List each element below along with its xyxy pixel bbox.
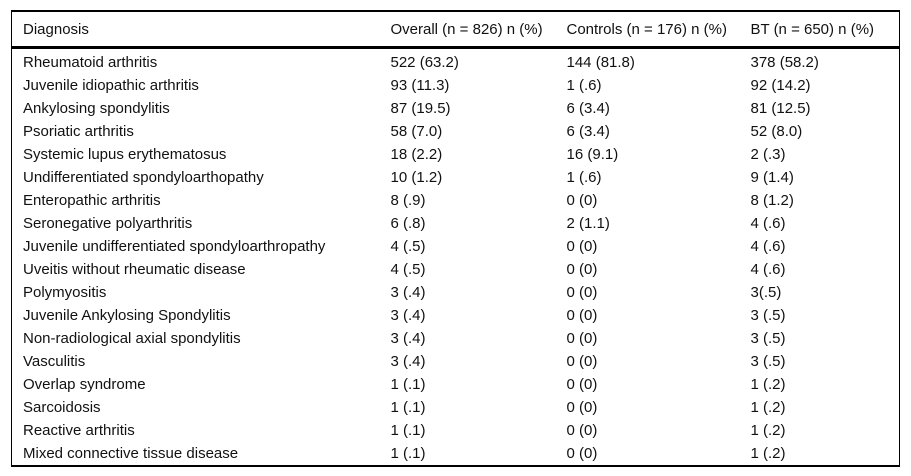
controls-value-cell: 0 (0) bbox=[566, 238, 598, 255]
controls-value-cell: 0 (0) bbox=[566, 376, 598, 393]
bt-value-cell: 4 (.6) bbox=[750, 215, 786, 232]
bt-value-cell: 3(.5) bbox=[750, 284, 782, 301]
diagnosis-cell: Seronegative polyarthritis bbox=[23, 215, 193, 232]
controls-value-cell: 2 (1.1) bbox=[566, 215, 610, 232]
controls-value-cell: 16 (9.1) bbox=[566, 146, 619, 163]
controls-value-cell: 0 (0) bbox=[566, 399, 598, 416]
controls-value-cell: 0 (0) bbox=[566, 330, 598, 347]
diagnosis-cell: Psoriatic arthritis bbox=[23, 123, 134, 140]
table-row: Enteropathic arthritis 8 (.9) 0 (0) 8 (1.2) bbox=[12, 189, 900, 212]
overall-value-cell: 1 (.1) bbox=[390, 399, 426, 416]
diagnosis-cell: Systemic lupus erythematosus bbox=[23, 146, 227, 163]
controls-value-cell: 1 (.6) bbox=[566, 169, 602, 186]
overall-value-cell: 4 (.5) bbox=[390, 261, 426, 278]
table-body: Rheumatoid arthritis 522 (63.2) 144 (81.8)… bbox=[12, 48, 900, 467]
diagnosis-cell: Polymyositis bbox=[23, 284, 107, 301]
overall-value-cell: 3 (.4) bbox=[390, 353, 426, 370]
table-row: Juvenile Ankylosing Spondylitis 3 (.4) 0 (… bbox=[12, 304, 900, 327]
overall-value-cell: 1 (.1) bbox=[390, 445, 426, 462]
table-row: Psoriatic arthritis 58 (7.0) 6 (3.4) 52 (8.… bbox=[12, 120, 900, 143]
diagnosis-table: Diagnosis Overall (n = 826) n (%) Contro… bbox=[11, 10, 900, 467]
table-row: Overlap syndrome 1 (.1) 0 (0) 1 (.2) bbox=[12, 373, 900, 396]
controls-value-cell: 0 (0) bbox=[566, 445, 598, 462]
controls-value-cell: 1 (.6) bbox=[566, 77, 602, 94]
table-header-row: Diagnosis Overall (n = 826) n (%) Contro… bbox=[11, 11, 900, 49]
diagnosis-cell: Ankylosing spondylitis bbox=[23, 100, 170, 117]
bt-value-cell: 9 (1.4) bbox=[750, 169, 794, 186]
diagnosis-cell: Overlap syndrome bbox=[23, 376, 146, 393]
table-row: Juvenile undifferentiated spondyloarthro… bbox=[12, 235, 900, 258]
diagnosis-table-container: Diagnosis Overall (n = 826) n (%) Contro… bbox=[11, 10, 900, 467]
bt-value-cell: 3 (.5) bbox=[750, 307, 786, 324]
controls-value-cell: 0 (0) bbox=[566, 192, 598, 209]
column-header-overall: Overall (n = 826) n (%) bbox=[379, 11, 556, 49]
bt-value-cell: 8 (1.2) bbox=[750, 192, 794, 209]
table-row: Reactive arthritis 1 (.1) 0 (0) 1 (.2) bbox=[12, 419, 900, 442]
overall-value-cell: 10 (1.2) bbox=[390, 169, 443, 186]
table-row: Undifferentiated spondyloarthopathy 10 (1… bbox=[12, 166, 900, 189]
column-header-controls: Controls (n = 176) n (%) bbox=[555, 11, 740, 49]
bt-value-cell: 92 (14.2) bbox=[750, 77, 811, 94]
table-row: Sarcoidosis 1 (.1) 0 (0) 1 (.2) bbox=[12, 396, 900, 419]
diagnosis-cell: Uveitis without rheumatic disease bbox=[23, 261, 246, 278]
controls-value-cell: 6 (3.4) bbox=[566, 123, 610, 140]
bt-value-cell: 1 (.2) bbox=[750, 376, 786, 393]
table-row: Juvenile idiopathic arthritis 93 (11.3) 1 … bbox=[12, 74, 900, 97]
controls-value-cell: 6 (3.4) bbox=[566, 100, 610, 117]
overall-value-cell: 87 (19.5) bbox=[390, 100, 451, 117]
diagnosis-cell: Rheumatoid arthritis bbox=[23, 54, 158, 71]
overall-value-cell: 3 (.4) bbox=[390, 284, 426, 301]
bt-value-cell: 378 (58.2) bbox=[750, 54, 819, 71]
overall-value-cell: 58 (7.0) bbox=[390, 123, 443, 140]
overall-value-cell: 3 (.4) bbox=[390, 330, 426, 347]
overall-value-cell: 8 (.9) bbox=[390, 192, 426, 209]
diagnosis-cell: Juvenile Ankylosing Spondylitis bbox=[23, 307, 231, 324]
table-row: Non-radiological axial spondylitis 3 (.4)… bbox=[12, 327, 900, 350]
table-row: Seronegative polyarthritis 6 (.8) 2 (1.1) 4… bbox=[12, 212, 900, 235]
overall-value-cell: 4 (.5) bbox=[390, 238, 426, 255]
diagnosis-cell: Sarcoidosis bbox=[23, 399, 101, 416]
bt-value-cell: 3 (.5) bbox=[750, 330, 786, 347]
bt-value-cell: 52 (8.0) bbox=[750, 123, 803, 140]
controls-value-cell: 144 (81.8) bbox=[566, 54, 635, 71]
diagnosis-cell: Enteropathic arthritis bbox=[23, 192, 161, 209]
controls-value-cell: 0 (0) bbox=[566, 284, 598, 301]
diagnosis-cell: Undifferentiated spondyloarthopathy bbox=[23, 169, 264, 186]
overall-value-cell: 18 (2.2) bbox=[390, 146, 443, 163]
table-row: Rheumatoid arthritis 522 (63.2) 144 (81.8)… bbox=[12, 48, 900, 75]
diagnosis-cell: Reactive arthritis bbox=[23, 422, 135, 439]
table-row: Vasculitis 3 (.4) 0 (0) 3 (.5) bbox=[12, 350, 900, 373]
diagnosis-cell: Mixed connective tissue disease bbox=[23, 445, 239, 462]
bt-value-cell: 81 (12.5) bbox=[750, 100, 811, 117]
overall-value-cell: 1 (.1) bbox=[390, 422, 426, 439]
bt-value-cell: 2 (.3) bbox=[750, 146, 786, 163]
bt-value-cell: 4 (.6) bbox=[750, 238, 786, 255]
bt-value-cell: 3 (.5) bbox=[750, 353, 786, 370]
bt-value-cell: 1 (.2) bbox=[750, 399, 786, 416]
controls-value-cell: 0 (0) bbox=[566, 261, 598, 278]
controls-value-cell: 0 (0) bbox=[566, 353, 598, 370]
overall-value-cell: 6 (.8) bbox=[390, 215, 426, 232]
table-row: Uveitis without rheumatic disease 4 (.5) 0… bbox=[12, 258, 900, 281]
overall-value-cell: 1 (.1) bbox=[390, 376, 426, 393]
diagnosis-cell: Non-radiological axial spondylitis bbox=[23, 330, 241, 347]
overall-value-cell: 522 (63.2) bbox=[390, 54, 459, 71]
diagnosis-cell: Juvenile idiopathic arthritis bbox=[23, 77, 199, 94]
diagnosis-cell: Juvenile undifferentiated spondyloarthro… bbox=[23, 238, 326, 255]
bt-value-cell: 4 (.6) bbox=[750, 261, 786, 278]
overall-value-cell: 3 (.4) bbox=[390, 307, 426, 324]
bt-value-cell: 1 (.2) bbox=[750, 445, 786, 462]
table-row: Systemic lupus erythematosus 18 (2.2) 16 (… bbox=[12, 143, 900, 166]
diagnosis-cell: Vasculitis bbox=[23, 353, 86, 370]
column-header-diagnosis: Diagnosis bbox=[11, 11, 380, 49]
bt-value-cell: 1 (.2) bbox=[750, 422, 786, 439]
table-row: Polymyositis 3 (.4) 0 (0) 3(.5) bbox=[12, 281, 900, 304]
overall-value-cell: 93 (11.3) bbox=[390, 77, 450, 94]
table-row: Mixed connective tissue disease 1 (.1) 0 (… bbox=[12, 442, 900, 466]
column-header-bt: BT (n = 650) n (%) bbox=[739, 11, 900, 49]
table-row: Ankylosing spondylitis 87 (19.5) 6 (3.4) 81… bbox=[12, 97, 900, 120]
controls-value-cell: 0 (0) bbox=[566, 422, 598, 439]
controls-value-cell: 0 (0) bbox=[566, 307, 598, 324]
